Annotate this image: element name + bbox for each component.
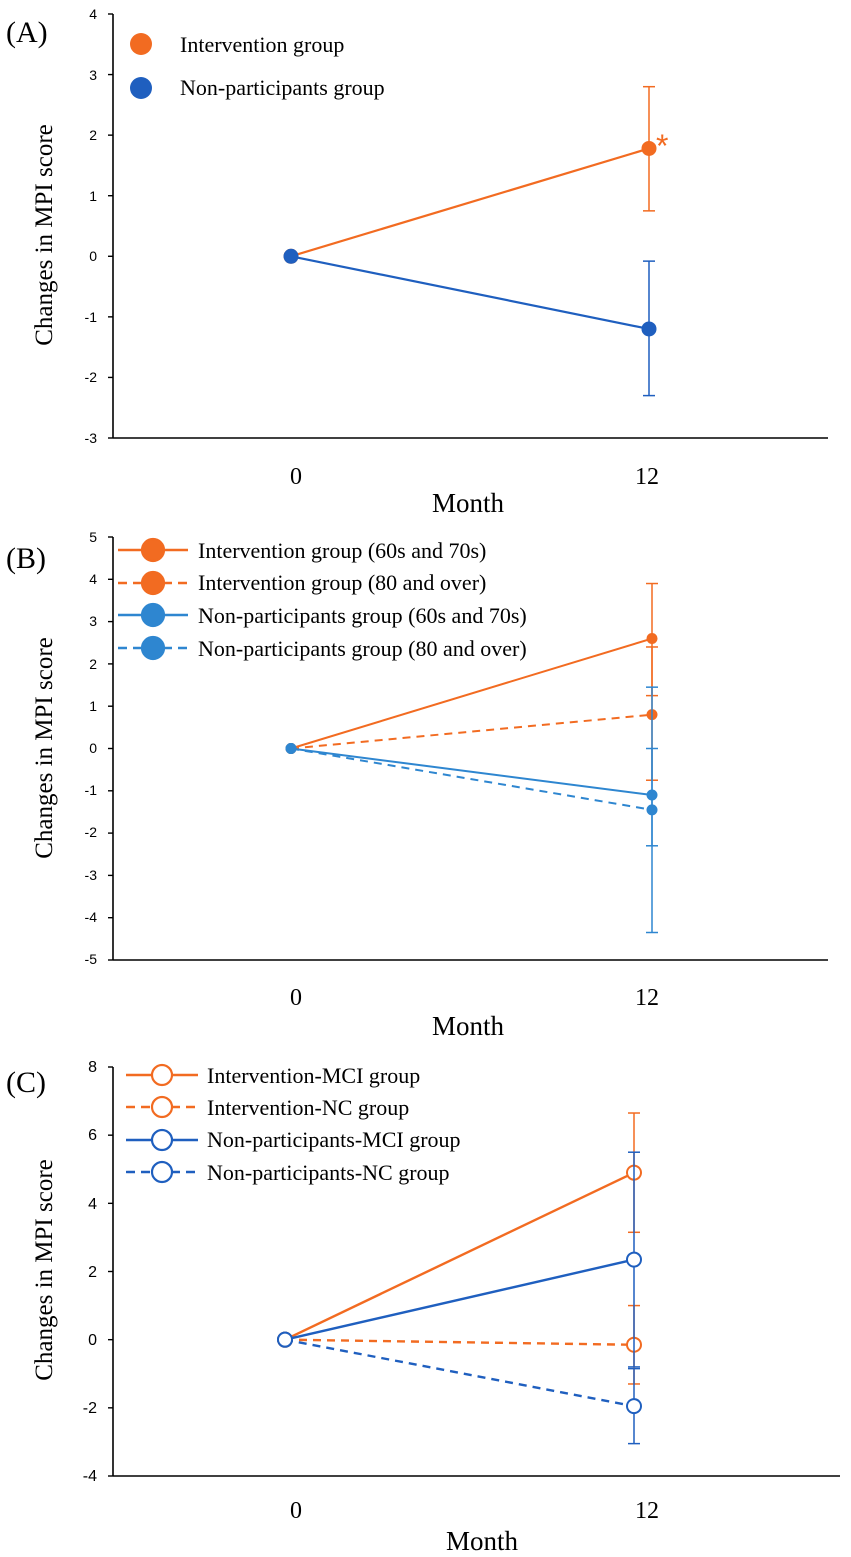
y-axis-title: Changes in MPI score	[31, 637, 58, 859]
y-axis-title: Changes in MPI score	[31, 1159, 58, 1381]
y-tick-label: 6	[88, 1127, 97, 1144]
legend-marker	[150, 1063, 174, 1087]
legend-label: Intervention-MCI group	[207, 1063, 420, 1088]
data-point	[641, 321, 657, 337]
data-point	[646, 633, 658, 645]
legend-marker	[140, 602, 166, 628]
y-tick-label: -1	[85, 782, 98, 798]
y-tick-label: 5	[89, 529, 97, 545]
x-tick-label: 0	[290, 1498, 302, 1524]
y-tick-label: -4	[83, 1468, 97, 1485]
y-tick-label: -2	[85, 369, 98, 385]
legend: Intervention group Non-participants grou…	[180, 32, 385, 100]
x-tick-label: 0	[290, 464, 302, 490]
y-tick-label: 3	[89, 613, 97, 629]
legend-marker	[130, 77, 152, 99]
x-axis-title: Month	[446, 1526, 519, 1556]
data-point	[626, 1398, 642, 1415]
legend-label: Intervention group (80 and over)	[198, 570, 486, 595]
x-tick-label: 12	[635, 1498, 659, 1524]
y-tick-labels: 4 3 2 1 0 -1 -2 -3	[85, 6, 98, 446]
y-tick-label: 0	[89, 248, 97, 264]
y-tick-label: 4	[88, 1196, 97, 1213]
series-layer	[277, 1112, 642, 1445]
y-tick-label: -5	[85, 951, 98, 967]
legend-marker	[140, 537, 166, 563]
x-tick-label: 12	[635, 464, 659, 490]
legend-marker	[150, 1160, 174, 1184]
series-line	[290, 637, 653, 750]
series-line	[284, 1258, 635, 1341]
series-layer	[285, 582, 658, 934]
data-point	[283, 248, 299, 264]
series-line	[290, 147, 650, 258]
series-line	[284, 1171, 635, 1341]
panel-c: (C) Changes in MPI score Month 0 12 8 6 …	[6, 1059, 840, 1556]
series-line	[290, 255, 650, 331]
legend-marker	[130, 33, 152, 55]
significance-marker: *	[656, 128, 668, 164]
panel-a: (A) Changes in MPI score Month 0 12 4 3 …	[6, 6, 828, 518]
legend-label: Intervention group (60s and 70s)	[198, 538, 486, 563]
legend: Intervention group (60s and 70s) Interve…	[198, 538, 527, 661]
series-line	[284, 1338, 635, 1408]
y-tick-label: 8	[88, 1059, 97, 1076]
y-tick-label: -2	[85, 824, 98, 840]
y-tick-label: -4	[85, 909, 98, 925]
panel-b: (B) Changes in MPI score Month 0 12 5 4 …	[6, 529, 828, 1041]
panel-label: (C)	[6, 1066, 46, 1099]
data-point	[285, 743, 297, 754]
series-line	[290, 713, 653, 750]
panel-label: (A)	[6, 16, 48, 49]
x-tick-label: 12	[635, 985, 659, 1011]
legend-label: Intervention group	[180, 32, 344, 57]
y-tick-label: -1	[85, 309, 98, 325]
y-tick-labels: 8 6 4 2 0 -2 -4	[83, 1059, 97, 1485]
data-point	[277, 1331, 293, 1348]
y-tick-label: 3	[89, 67, 97, 83]
legend-label: Non-participants-MCI group	[207, 1127, 461, 1152]
series-line	[290, 747, 653, 797]
legend-label: Non-participants group (60s and 70s)	[198, 603, 527, 628]
legend-marker	[150, 1128, 174, 1152]
data-point	[641, 140, 657, 156]
y-tick-label: 1	[89, 698, 97, 714]
y-tick-labels: 5 4 3 2 1 0 -1 -2 -3 -4 -5	[85, 529, 98, 967]
legend-label: Non-participants-NC group	[207, 1160, 450, 1185]
y-tick-label: 2	[89, 127, 97, 143]
y-axis-title: Changes in MPI score	[31, 124, 58, 346]
y-tick-label: 4	[89, 6, 97, 22]
data-point	[626, 1251, 642, 1268]
y-tick-label: 2	[89, 656, 97, 672]
y-tick-label: 4	[89, 571, 97, 587]
legend: Intervention-MCI group Intervention-NC g…	[207, 1063, 461, 1185]
data-point	[646, 804, 658, 816]
legend-label: Non-participants group (80 and over)	[198, 636, 527, 661]
y-tick-label: -2	[83, 1400, 97, 1417]
series-line	[290, 747, 653, 811]
legend-label: Non-participants group	[180, 75, 385, 100]
y-tick-label: -3	[85, 867, 98, 883]
series-layer	[283, 85, 657, 397]
legend-marker	[150, 1095, 174, 1119]
y-tick-label: 1	[89, 188, 97, 204]
legend-marker	[140, 570, 166, 596]
y-tick-label: -3	[85, 430, 98, 446]
y-tick-label: 0	[89, 740, 97, 756]
x-tick-label: 0	[290, 985, 302, 1011]
x-axis-title: Month	[432, 488, 505, 518]
series-line	[284, 1338, 635, 1346]
y-tick-label: 0	[88, 1332, 97, 1349]
legend-label: Intervention-NC group	[207, 1095, 409, 1120]
x-axis-title: Month	[432, 1011, 505, 1041]
panel-label: (B)	[6, 542, 46, 575]
legend-marker	[140, 635, 166, 661]
y-tick-label: 2	[88, 1264, 97, 1281]
